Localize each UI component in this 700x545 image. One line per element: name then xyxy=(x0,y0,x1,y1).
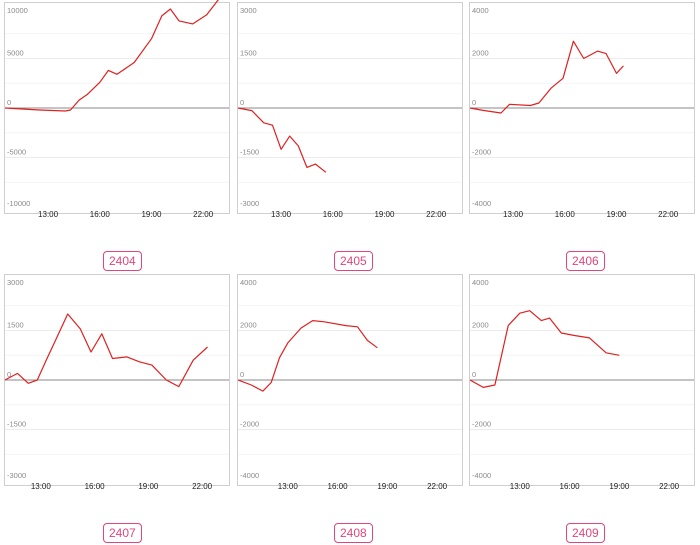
y-tick-label: -2000 xyxy=(472,148,491,157)
x-tick-label: 19:00 xyxy=(374,210,395,219)
x-tick-label: 19:00 xyxy=(138,482,159,491)
y-tick-label: 2000 xyxy=(472,49,489,58)
y-tick-label: -5000 xyxy=(7,148,26,157)
x-tick-label: 22:00 xyxy=(427,482,448,491)
x-tick-label: 16:00 xyxy=(85,482,106,491)
x-tick-label: 16:00 xyxy=(90,210,111,219)
x-tick-label: 13:00 xyxy=(278,482,299,491)
y-tick-label: 0 xyxy=(7,370,11,379)
y-tick-label: 5000 xyxy=(7,49,24,58)
x-tick-label: 13:00 xyxy=(510,482,531,491)
x-tick-label: 19:00 xyxy=(377,482,398,491)
y-tick-label: 0 xyxy=(472,98,476,107)
y-tick-label: 3000 xyxy=(240,6,257,15)
y-tick-label: 0 xyxy=(7,98,11,107)
contract-label: 2408 xyxy=(334,523,373,543)
y-tick-label: 4000 xyxy=(472,278,489,287)
y-tick-label: 2000 xyxy=(472,321,489,330)
x-tick-label: 13:00 xyxy=(271,210,292,219)
y-tick-label: 1500 xyxy=(240,49,257,58)
series-line xyxy=(237,107,327,173)
x-tick-label: 16:00 xyxy=(328,482,349,491)
series-line xyxy=(469,40,624,114)
y-tick-label: 3000 xyxy=(7,278,24,287)
x-tick-label: 22:00 xyxy=(659,482,680,491)
y-tick-label: 4000 xyxy=(240,278,257,287)
x-tick-label: 22:00 xyxy=(658,210,679,219)
chart-panel: 10000 5000 0 -5000 -10000 13:00 16:00 19:00 22:0… xyxy=(4,0,230,219)
contract-label: 2406 xyxy=(566,251,605,271)
y-tick-label: 10000 xyxy=(7,6,28,15)
x-tick-label: 22:00 xyxy=(193,210,214,219)
chart-panel: 4000 2000 0 -2000 -4000 13:00 16:00 19:00 22:00 xyxy=(237,274,463,491)
x-tick-label: 16:00 xyxy=(323,210,344,219)
x-tick-label: 19:00 xyxy=(606,210,627,219)
series-line xyxy=(237,319,378,392)
x-tick-label: 13:00 xyxy=(503,210,524,219)
y-tick-label: -3000 xyxy=(240,199,259,208)
y-tick-label: -10000 xyxy=(7,199,30,208)
series-line xyxy=(469,310,620,389)
contract-label: 2404 xyxy=(103,251,142,271)
x-tick-label: 22:00 xyxy=(426,210,447,219)
contract-label: 2405 xyxy=(334,251,373,271)
series-line xyxy=(4,0,219,112)
chart-panel: 4000 2000 0 -2000 -4000 13:00 16:00 19:00 22:00 xyxy=(469,2,695,219)
y-tick-label: -1500 xyxy=(7,420,26,429)
x-tick-label: 22:00 xyxy=(192,482,213,491)
chart-panel: 3000 1500 0 -1500 -3000 13:00 16:00 19:00 22:00 xyxy=(4,274,230,491)
y-tick-label: -1500 xyxy=(240,148,259,157)
x-tick-label: 19:00 xyxy=(141,210,162,219)
x-tick-label: 13:00 xyxy=(38,210,59,219)
x-tick-label: 16:00 xyxy=(555,210,576,219)
y-tick-label: -2000 xyxy=(472,420,491,429)
y-tick-label: 4000 xyxy=(472,6,489,15)
x-tick-label: 16:00 xyxy=(560,482,581,491)
y-tick-label: 2000 xyxy=(240,321,257,330)
x-tick-label: 19:00 xyxy=(609,482,630,491)
y-tick-label: 0 xyxy=(240,98,244,107)
y-tick-label: 0 xyxy=(240,370,244,379)
chart-panel: 4000 2000 0 -2000 -4000 13:00 16:00 19:00 22:00 xyxy=(469,274,695,491)
y-tick-label: -4000 xyxy=(472,199,491,208)
x-tick-label: 13:00 xyxy=(31,482,52,491)
series-line xyxy=(4,313,208,388)
y-tick-label: -2000 xyxy=(240,420,259,429)
contract-label: 2407 xyxy=(103,523,142,543)
y-tick-label: -4000 xyxy=(472,471,491,480)
y-tick-label: -4000 xyxy=(240,471,259,480)
y-tick-label: 0 xyxy=(472,370,476,379)
y-tick-label: -3000 xyxy=(7,471,26,480)
y-tick-label: 1500 xyxy=(7,321,24,330)
chart-panel: 3000 1500 0 -1500 -3000 13:00 16:00 19:00 22:00 xyxy=(237,2,463,219)
contract-label: 2409 xyxy=(566,523,605,543)
